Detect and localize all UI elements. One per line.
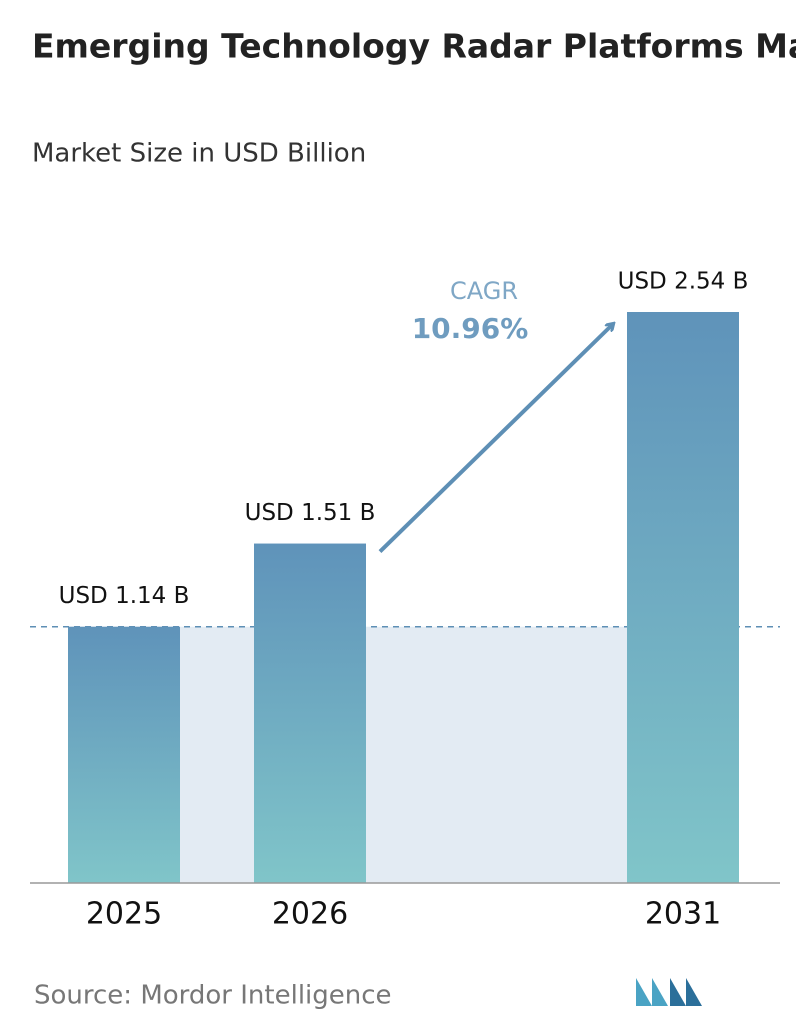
source: Source: Mordor Intelligence <box>34 981 392 1011</box>
cagr-arrow <box>378 324 613 553</box>
chart-subtitle: Market Size in USD Billion <box>32 139 366 169</box>
chart-title: Emerging Technology Radar Platforms Mark… <box>32 27 796 66</box>
bar <box>627 312 739 883</box>
bar <box>254 543 366 883</box>
logo <box>636 978 702 1006</box>
value-label: USD 1.51 B <box>245 500 376 526</box>
cagr-value: 10.96% <box>412 312 529 345</box>
x-tick-label: 2025 <box>86 897 162 932</box>
cagr-label: CAGR <box>450 277 518 305</box>
value-label: USD 2.54 B <box>618 269 749 295</box>
value-label: USD 1.14 B <box>59 583 190 609</box>
x-tick-label: 2026 <box>272 897 348 932</box>
bar <box>68 626 180 883</box>
x-tick-label: 2031 <box>645 897 721 932</box>
